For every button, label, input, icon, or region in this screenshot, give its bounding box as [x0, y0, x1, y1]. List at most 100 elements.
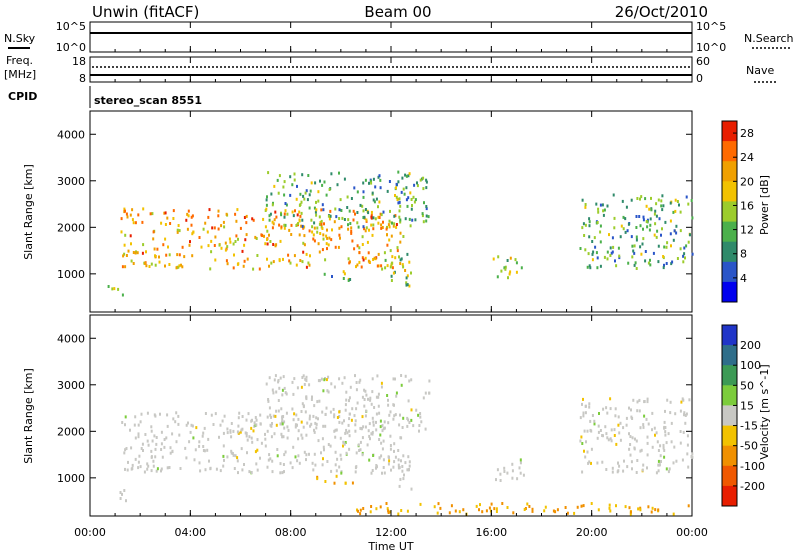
data-cell [220, 246, 223, 250]
data-cell [237, 471, 239, 475]
data-cell [593, 236, 596, 240]
data-cell [320, 377, 323, 381]
data-cell [355, 265, 357, 269]
data-cell [348, 417, 351, 421]
data-cell [373, 256, 376, 260]
data-cell [608, 503, 611, 507]
data-cell [689, 233, 691, 237]
data-cell [686, 452, 689, 456]
data-cell [295, 224, 298, 227]
data-cell [342, 440, 345, 444]
nsky-label: N.Sky [4, 32, 36, 45]
data-cell [410, 198, 413, 201]
data-cell [233, 467, 236, 470]
data-cell [361, 204, 364, 208]
data-cell [416, 181, 418, 185]
data-cell [370, 210, 373, 214]
data-cell [413, 183, 416, 187]
data-cell [247, 412, 250, 416]
data-cell [130, 242, 132, 246]
data-cell [588, 460, 591, 464]
data-cell [371, 377, 374, 381]
data-cell [406, 424, 409, 428]
xtick-label: 12:00 [375, 526, 407, 539]
data-cell [602, 209, 605, 213]
data-cell [522, 473, 525, 477]
ytick-label: 2000 [57, 221, 85, 234]
data-cell [371, 416, 374, 420]
data-cell [400, 190, 403, 194]
data-cell [132, 262, 135, 265]
data-cell [596, 436, 599, 440]
data-cell [645, 204, 648, 208]
data-cell [606, 257, 609, 261]
data-cell [145, 264, 148, 268]
data-cell [283, 453, 286, 457]
data-cell [142, 207, 145, 211]
colorbar-tick-label: 200 [740, 339, 761, 352]
data-cell [134, 436, 137, 440]
data-cell [124, 209, 126, 213]
nsky-right-ytick-bottom: 10^0 [696, 41, 726, 54]
colorbar-tick-label: 12 [740, 224, 754, 237]
data-cell [320, 222, 323, 226]
data-cell [198, 236, 201, 239]
data-cell [252, 267, 255, 271]
data-cell [163, 211, 166, 215]
data-cell [625, 205, 628, 209]
data-cell [651, 445, 654, 449]
data-cell [362, 507, 365, 510]
colorbar-segment [722, 281, 737, 303]
data-cell [302, 241, 305, 245]
data-cell [165, 253, 168, 257]
data-cell [602, 213, 605, 217]
data-cell [402, 454, 405, 458]
data-cell [189, 240, 191, 244]
data-cell [315, 213, 318, 217]
data-cell [663, 245, 666, 249]
data-cell [552, 509, 555, 513]
data-cell [310, 218, 313, 222]
data-cell [635, 235, 638, 239]
data-cell [519, 461, 522, 465]
beam-title: Beam 00 [364, 3, 431, 21]
data-cell [646, 441, 649, 445]
data-cell [300, 410, 303, 413]
data-cell [362, 190, 365, 194]
data-cell [333, 413, 336, 417]
data-cell [262, 217, 265, 221]
data-cell [395, 186, 397, 190]
data-cell [691, 452, 694, 456]
data-cell [643, 400, 646, 403]
data-cell [134, 415, 137, 419]
data-cell [248, 470, 251, 474]
data-cell [270, 192, 273, 196]
data-cell [150, 449, 153, 453]
data-cell [240, 447, 243, 451]
data-cell [243, 216, 246, 219]
data-cell [280, 432, 283, 436]
data-cell [232, 453, 235, 457]
data-cell [285, 411, 288, 415]
data-cell [165, 436, 168, 440]
data-cell [416, 184, 419, 188]
data-cell [406, 509, 409, 513]
data-cell [422, 396, 425, 400]
data-cell [395, 394, 398, 398]
data-cell [612, 193, 615, 197]
data-cell [579, 439, 582, 443]
data-cell [609, 509, 612, 513]
data-cell [362, 225, 365, 229]
data-cell [392, 465, 395, 469]
data-cell [360, 427, 363, 431]
data-cell [176, 253, 179, 257]
data-cell [211, 226, 214, 230]
data-cell [405, 174, 408, 178]
data-cell [622, 215, 625, 219]
data-cell [234, 240, 237, 243]
data-cell [148, 265, 151, 268]
data-cell [292, 445, 295, 449]
data-cell [316, 230, 319, 234]
data-cell [647, 261, 650, 265]
data-cell [335, 474, 338, 478]
